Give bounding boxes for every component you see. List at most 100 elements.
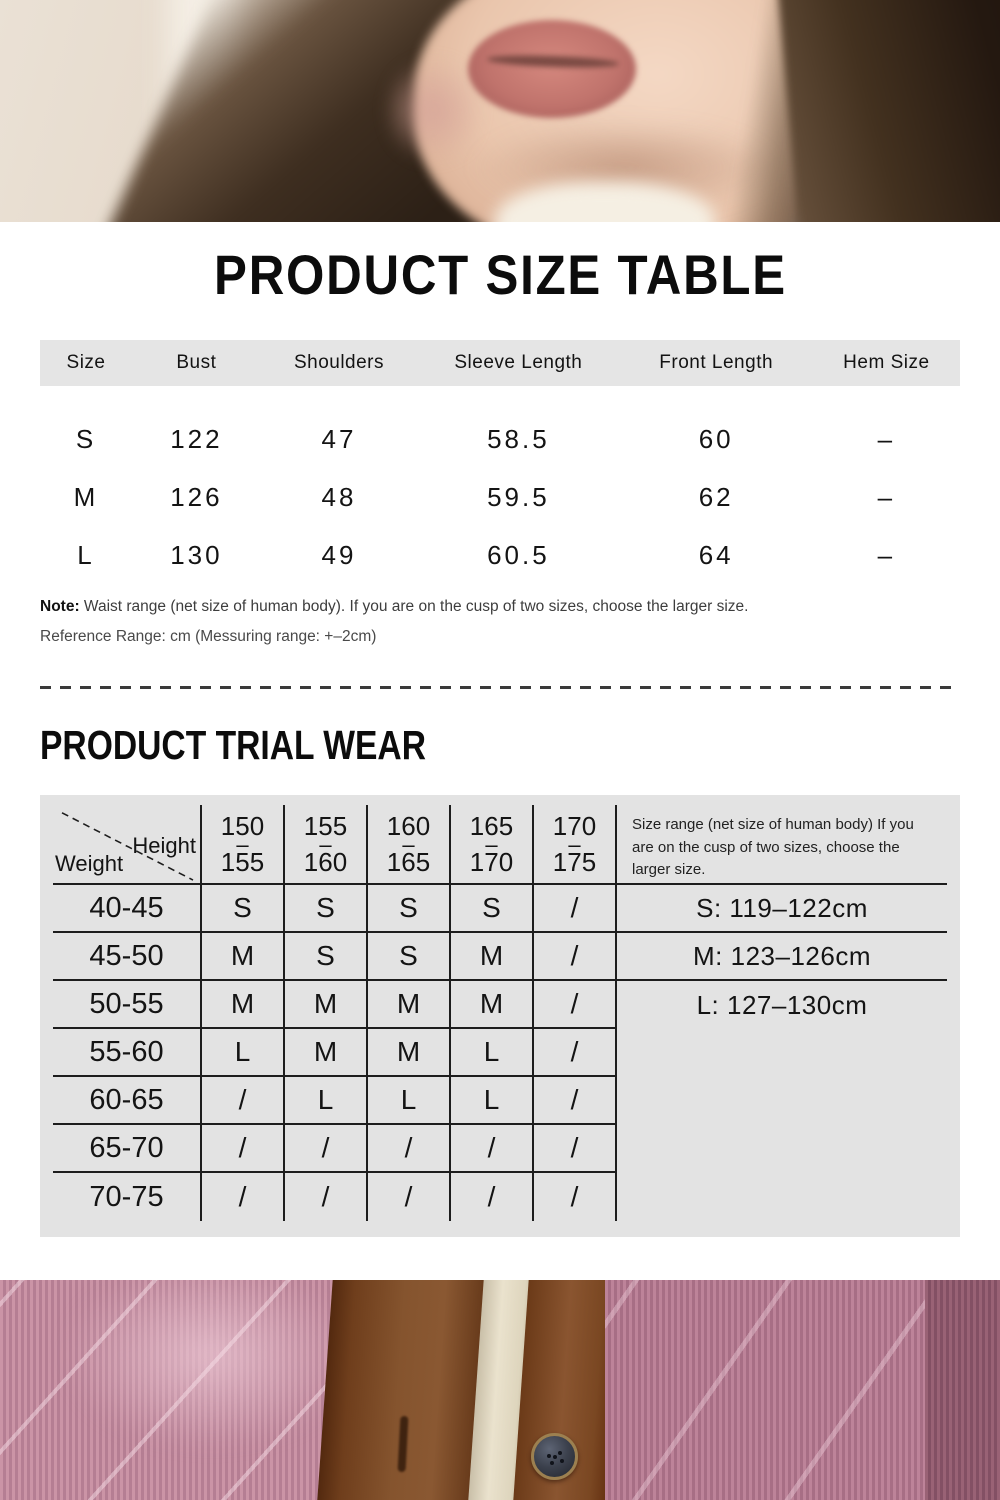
trial-size-cell: L	[283, 1077, 366, 1125]
height-min: 150	[220, 810, 265, 841]
trial-size-cell: S	[366, 933, 449, 981]
dashed-divider	[40, 686, 960, 689]
pink-corduroy-right	[605, 1280, 930, 1500]
trial-range-cell: M: 123–126cm	[615, 933, 947, 981]
size-table-cell: 60	[698, 423, 734, 454]
trial-size-cell: S	[366, 885, 449, 933]
trial-range-cell: S: 119–122cm	[615, 885, 947, 933]
product-photo-top	[0, 0, 1000, 222]
size-table-header-cell: Hem Size	[843, 352, 930, 373]
trial-range-cell: L: 127–130cm	[615, 981, 947, 1221]
size-table-header-cell: Front Length	[659, 352, 774, 373]
trial-size-cell: /	[532, 1125, 615, 1173]
trial-weight-cell: 65-70	[53, 1125, 200, 1173]
trial-side-note: Size range (net size of human body) If y…	[615, 805, 947, 885]
trial-size-cell: /	[283, 1173, 366, 1221]
size-table-cell: 47	[321, 423, 357, 454]
fabric-highlight	[60, 1280, 360, 1450]
trial-size-cell: /	[283, 1125, 366, 1173]
size-table-cell: 59.5	[487, 481, 550, 512]
trial-height-header-cell: 170–175	[532, 805, 615, 885]
brown-placket-left	[316, 1280, 496, 1500]
size-table-cell: –	[877, 481, 896, 512]
fur-earring	[388, 50, 478, 170]
size-table-cell: 62	[698, 481, 734, 512]
trial-weight-cell: 45-50	[53, 933, 200, 981]
trial-size-cell: M	[366, 981, 449, 1029]
trial-range-text: L: 127–130cm	[696, 989, 868, 1020]
size-table-cell: 58.5	[487, 423, 550, 454]
trial-size-cell: S	[449, 885, 532, 933]
trial-size-cell: L	[449, 1029, 532, 1077]
trial-size-cell: L	[200, 1029, 283, 1077]
trial-size-cell: /	[532, 1173, 615, 1221]
trial-size-cell: L	[449, 1077, 532, 1125]
model-hair-right	[775, 0, 1000, 222]
size-table-header-cell: Bust	[176, 352, 217, 373]
size-table-cell: 48	[321, 481, 357, 512]
trial-size-cell: /	[200, 1077, 283, 1125]
diagonal-divider-line	[61, 812, 194, 881]
size-table-header-cell: Shoulders	[293, 352, 385, 373]
size-table-header-cell: Size	[66, 352, 106, 373]
height-min: 170	[552, 810, 597, 841]
trial-size-cell: M	[366, 1029, 449, 1077]
button-holes	[552, 1454, 557, 1459]
size-table-cell: S	[75, 423, 97, 454]
trial-size-cell: M	[283, 981, 366, 1029]
quilting-seams-left	[0, 1280, 345, 1500]
trial-size-cell: /	[532, 981, 615, 1029]
note-label: Note:	[40, 598, 80, 615]
size-table-cell: 60.5	[487, 539, 550, 570]
size-table-cell: L	[77, 539, 95, 570]
size-table-row: M 126 48 59.5 62 –	[40, 468, 960, 526]
trial-size-cell: M	[449, 933, 532, 981]
size-table: Size Bust Shoulders Sleeve Length Front Leng…	[40, 340, 960, 584]
trial-size-cell: /	[449, 1173, 532, 1221]
trial-size-cell: /	[532, 1077, 615, 1125]
jacket-button	[531, 1433, 578, 1480]
corner-weight-label: Weight	[55, 851, 124, 876]
size-table-cell: –	[877, 539, 896, 570]
size-table-cell: –	[877, 423, 896, 454]
size-table-row: L 130 49 60.5 64 –	[40, 526, 960, 584]
trial-size-cell: M	[200, 933, 283, 981]
trial-weight-cell: 70-75	[89, 1180, 164, 1213]
size-table-cell: 64	[698, 539, 734, 570]
trial-size-cell: /	[366, 1173, 449, 1221]
trial-height-header-cell: 160–165	[366, 805, 449, 885]
size-table-header-cell: Sleeve Length	[454, 352, 583, 373]
trial-size-cell: S	[283, 885, 366, 933]
size-table-cell: 122	[170, 423, 223, 454]
product-photo-bottom	[0, 1280, 1000, 1500]
reference-text: Reference Range: cm (Messuring range: +–…	[40, 628, 377, 645]
size-table-row: S 122 47 58.5 60 –	[40, 410, 960, 468]
size-table-cell: M	[73, 481, 99, 512]
trial-size-cell: /	[532, 933, 615, 981]
note: Note: Waist range (net size of human bod…	[40, 598, 960, 646]
height-min: 155	[303, 810, 348, 841]
height-max: 175	[552, 846, 597, 877]
trial-size-cell: S	[283, 933, 366, 981]
trial-height-header-cell: 155–160	[283, 805, 366, 885]
height-min: 160	[386, 810, 431, 841]
trial-size-cell: /	[366, 1125, 449, 1173]
height-min: 165	[469, 810, 514, 841]
quilting-seams-right	[605, 1280, 930, 1500]
height-max: 160	[303, 846, 348, 877]
section-title: PRODUCT TRIAL WEAR	[40, 722, 427, 768]
height-max: 165	[386, 846, 431, 877]
model-lips	[468, 20, 636, 118]
trial-weight-cell: 55-60	[53, 1029, 200, 1077]
trial-corner-cell: Height Weight	[53, 805, 200, 885]
trial-size-cell: M	[200, 981, 283, 1029]
trial-size-cell: M	[283, 1029, 366, 1077]
size-table-cell: 126	[170, 481, 223, 512]
height-max: 170	[469, 846, 514, 877]
trial-size-cell: S	[200, 885, 283, 933]
trial-size-cell: /	[200, 1125, 283, 1173]
trial-height-header-cell: 165–170	[449, 805, 532, 885]
trial-size-cell: /	[449, 1125, 532, 1173]
note-text: Waist range (net size of human body). If…	[79, 598, 749, 615]
size-table-rows: S 122 47 58.5 60 – M 126 48 59.5 62 – L 130 49 60.5 64 –	[40, 410, 960, 584]
